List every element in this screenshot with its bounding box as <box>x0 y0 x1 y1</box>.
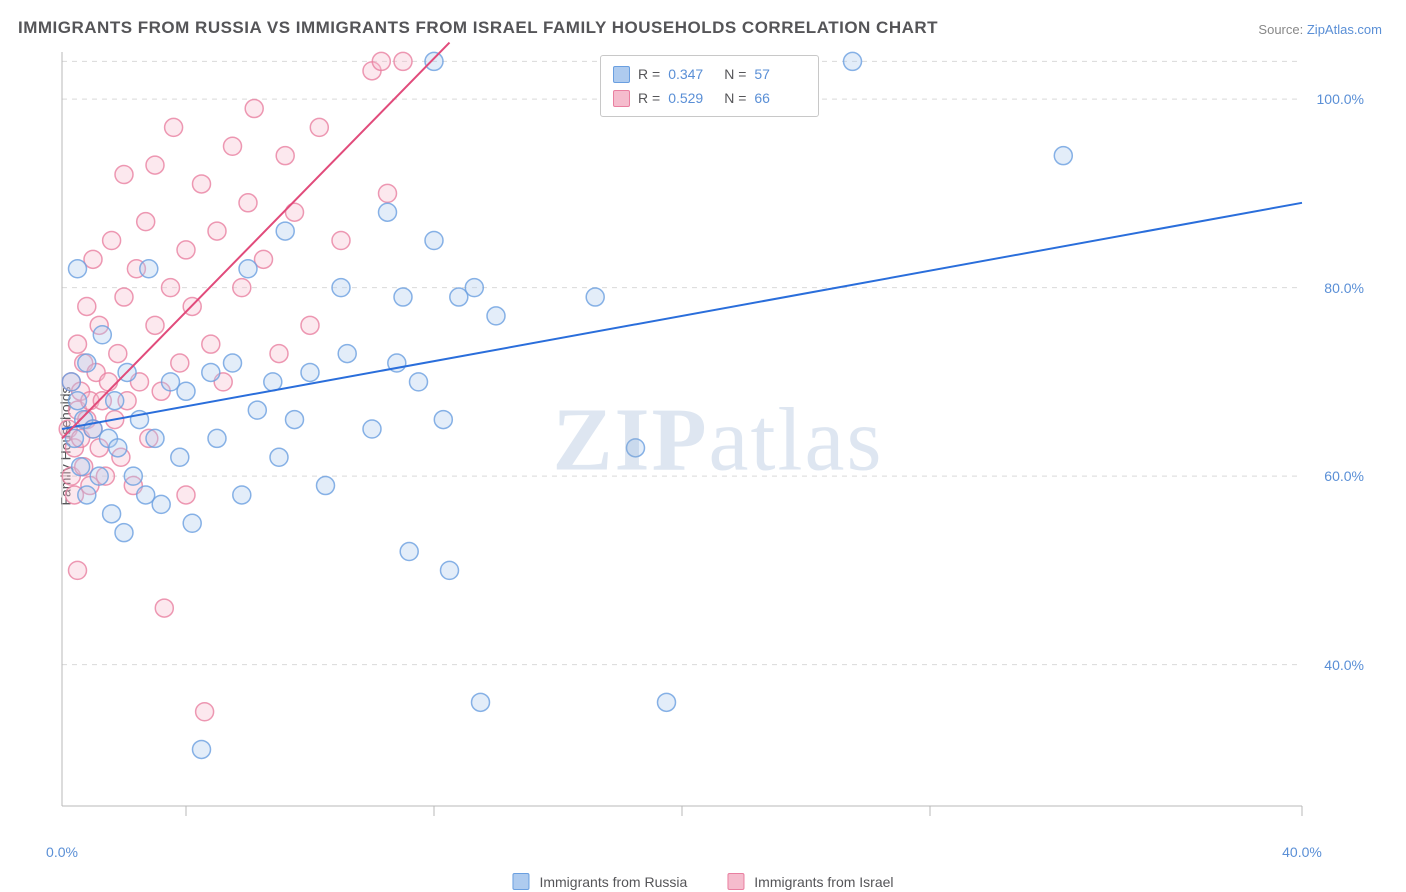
chart-plot-area: ZIPatlas R = 0.347 N = 57 R = 0.529 N = … <box>60 50 1376 830</box>
series-name-0: Immigrants from Russia <box>539 874 687 890</box>
series-legend-item-1: Immigrants from Israel <box>727 873 893 890</box>
correlation-legend-row-0: R = 0.347 N = 57 <box>613 62 802 86</box>
x-tick-label: 40.0% <box>1282 844 1322 860</box>
y-tick-label: 100.0% <box>1317 91 1364 107</box>
correlation-legend: R = 0.347 N = 57 R = 0.529 N = 66 <box>600 55 819 117</box>
legend-n-label-0: N = <box>724 62 746 86</box>
correlation-legend-row-1: R = 0.529 N = 66 <box>613 86 802 110</box>
y-tick-label: 60.0% <box>1324 468 1364 484</box>
legend-swatch-series1 <box>613 90 630 107</box>
source-label: Source: <box>1258 22 1303 37</box>
chart-svg <box>60 50 1376 830</box>
legend-n-label-1: N = <box>724 86 746 110</box>
chart-title: IMMIGRANTS FROM RUSSIA VS IMMIGRANTS FRO… <box>18 18 938 38</box>
x-tick-label: 0.0% <box>46 844 78 860</box>
legend-swatch-series0 <box>613 66 630 83</box>
series-legend-item-0: Immigrants from Russia <box>512 873 687 890</box>
series-legend: Immigrants from Russia Immigrants from I… <box>512 873 893 890</box>
source-attribution: Source: ZipAtlas.com <box>1258 22 1382 37</box>
legend-n-value-1: 66 <box>754 86 802 110</box>
source-link[interactable]: ZipAtlas.com <box>1307 22 1382 37</box>
legend-r-value-1: 0.529 <box>668 86 716 110</box>
y-tick-label: 80.0% <box>1324 280 1364 296</box>
legend-r-label-1: R = <box>638 86 660 110</box>
legend-swatch-bottom-0 <box>512 873 529 890</box>
legend-r-label-0: R = <box>638 62 660 86</box>
series-name-1: Immigrants from Israel <box>754 874 893 890</box>
y-tick-label: 40.0% <box>1324 657 1364 673</box>
legend-n-value-0: 57 <box>754 62 802 86</box>
legend-r-value-0: 0.347 <box>668 62 716 86</box>
legend-swatch-bottom-1 <box>727 873 744 890</box>
